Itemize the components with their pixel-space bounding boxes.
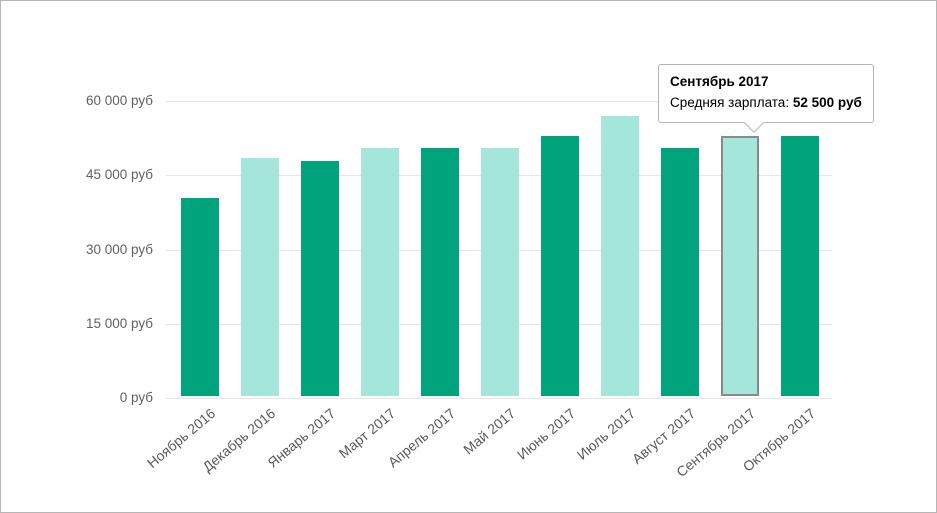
bar-9[interactable] <box>661 148 699 396</box>
x-tick-label: Ноябрь 2016 <box>143 405 219 472</box>
bar-3[interactable] <box>301 161 339 396</box>
bar-2[interactable] <box>241 158 279 396</box>
y-tick-label: 30 000 руб <box>85 241 153 257</box>
bar-8[interactable] <box>601 116 639 396</box>
bar-5[interactable] <box>421 148 459 396</box>
gridline <box>166 398 832 399</box>
tooltip-body: Средняя зарплата: 52 500 руб <box>670 93 862 114</box>
y-tick-label: 60 000 руб <box>85 93 153 108</box>
tooltip-callout-arrow <box>744 112 764 133</box>
bar-4[interactable] <box>361 148 399 396</box>
tooltip: Сентябрь 2017 Средняя зарплата: 52 500 р… <box>658 64 874 133</box>
tooltip-label: Средняя зарплата: <box>670 94 793 110</box>
bar-11[interactable] <box>781 136 819 396</box>
bar-7[interactable] <box>541 136 579 396</box>
bar-1[interactable] <box>181 198 219 396</box>
y-tick-label: 45 000 руб <box>85 167 153 183</box>
bar-10[interactable] <box>721 136 759 396</box>
y-tick-label: 0 руб <box>119 390 153 405</box>
tooltip-value: 52 500 руб <box>792 94 862 110</box>
tooltip-title: Сентябрь 2017 <box>670 74 769 89</box>
gridline <box>166 101 832 102</box>
bar-6[interactable] <box>481 148 519 396</box>
y-tick-label: 15 000 руб <box>85 315 153 331</box>
